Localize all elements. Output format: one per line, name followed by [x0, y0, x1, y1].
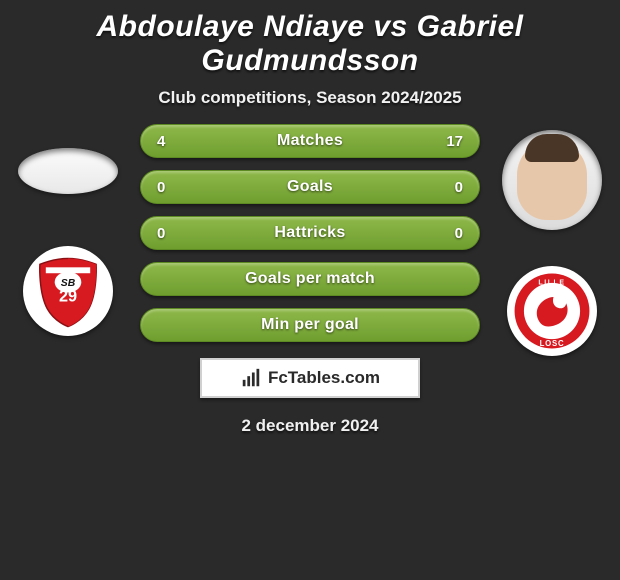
svg-text:LOSC: LOSC	[540, 339, 565, 348]
stat-label: Hattricks	[141, 224, 479, 242]
stat-left-value: 0	[157, 179, 187, 196]
stat-row-hattricks: 0 Hattricks 0	[140, 216, 480, 250]
player-photo-left	[18, 148, 118, 194]
stat-right-value: 0	[433, 225, 463, 242]
stat-label: Goals	[141, 178, 479, 196]
club-badge-brest: SB 29	[23, 246, 113, 336]
lille-crest-icon: LILLE LOSC	[513, 272, 591, 350]
bar-chart-icon	[240, 367, 262, 389]
stat-label: Goals per match	[141, 270, 479, 288]
brand-box: FcTables.com	[200, 358, 420, 398]
brand-text: FcTables.com	[268, 368, 380, 388]
stat-row-min-per-goal: Min per goal	[140, 308, 480, 342]
left-column: SB 29	[8, 124, 128, 336]
right-column: LILLE LOSC	[492, 124, 612, 356]
player-face-placeholder	[517, 140, 587, 220]
stat-left-value: 4	[157, 133, 187, 150]
stats-column: 4 Matches 17 0 Goals 0 0 Hattricks 0 Goa…	[128, 124, 492, 436]
stat-row-goals: 0 Goals 0	[140, 170, 480, 204]
stat-row-matches: 4 Matches 17	[140, 124, 480, 158]
main-row: SB 29 4 Matches 17 0 Goals 0 0 Hattricks…	[8, 124, 612, 436]
page-title: Abdoulaye Ndiaye vs Gabriel Gudmundsson	[8, 10, 612, 78]
comparison-card: Abdoulaye Ndiaye vs Gabriel Gudmundsson …	[0, 0, 620, 436]
svg-text:29: 29	[59, 287, 77, 305]
stat-label: Min per goal	[141, 316, 479, 334]
subtitle: Club competitions, Season 2024/2025	[8, 88, 612, 108]
stat-right-value: 0	[433, 179, 463, 196]
brest-crest-icon: SB 29	[31, 254, 105, 328]
svg-text:LILLE: LILLE	[538, 279, 565, 286]
stat-row-goals-per-match: Goals per match	[140, 262, 480, 296]
player-photo-right	[502, 130, 602, 230]
stat-right-value: 17	[433, 133, 463, 150]
stat-left-value: 0	[157, 225, 187, 242]
stat-label: Matches	[141, 132, 479, 150]
date-line: 2 december 2024	[241, 416, 378, 436]
club-badge-lille: LILLE LOSC	[507, 266, 597, 356]
